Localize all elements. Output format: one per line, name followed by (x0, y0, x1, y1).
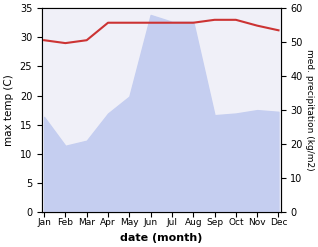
Y-axis label: med. precipitation (kg/m2): med. precipitation (kg/m2) (305, 49, 314, 171)
X-axis label: date (month): date (month) (120, 233, 203, 243)
Y-axis label: max temp (C): max temp (C) (4, 74, 14, 146)
